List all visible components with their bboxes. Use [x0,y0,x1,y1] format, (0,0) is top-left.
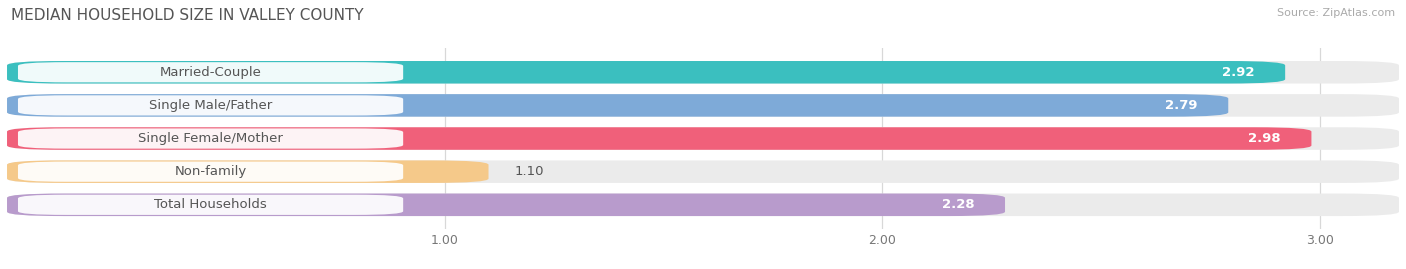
FancyBboxPatch shape [7,94,1229,117]
Text: 2.98: 2.98 [1249,132,1281,145]
FancyBboxPatch shape [7,127,1399,150]
FancyBboxPatch shape [18,162,404,182]
Text: Single Male/Father: Single Male/Father [149,99,273,112]
FancyBboxPatch shape [18,62,404,82]
FancyBboxPatch shape [7,193,1399,216]
FancyBboxPatch shape [18,195,404,215]
FancyBboxPatch shape [7,160,1399,183]
Text: 1.10: 1.10 [515,165,544,178]
Text: Non-family: Non-family [174,165,246,178]
Text: 2.28: 2.28 [942,198,974,211]
FancyBboxPatch shape [7,160,488,183]
Text: 2.79: 2.79 [1166,99,1198,112]
Text: Married-Couple: Married-Couple [160,66,262,79]
FancyBboxPatch shape [7,193,1005,216]
FancyBboxPatch shape [18,95,404,115]
Text: 2.92: 2.92 [1222,66,1254,79]
Text: Single Female/Mother: Single Female/Mother [138,132,283,145]
Text: Source: ZipAtlas.com: Source: ZipAtlas.com [1277,8,1395,18]
FancyBboxPatch shape [7,127,1312,150]
FancyBboxPatch shape [7,61,1399,84]
Text: Total Households: Total Households [155,198,267,211]
FancyBboxPatch shape [7,61,1285,84]
FancyBboxPatch shape [7,94,1399,117]
Text: MEDIAN HOUSEHOLD SIZE IN VALLEY COUNTY: MEDIAN HOUSEHOLD SIZE IN VALLEY COUNTY [11,8,364,23]
FancyBboxPatch shape [18,128,404,149]
